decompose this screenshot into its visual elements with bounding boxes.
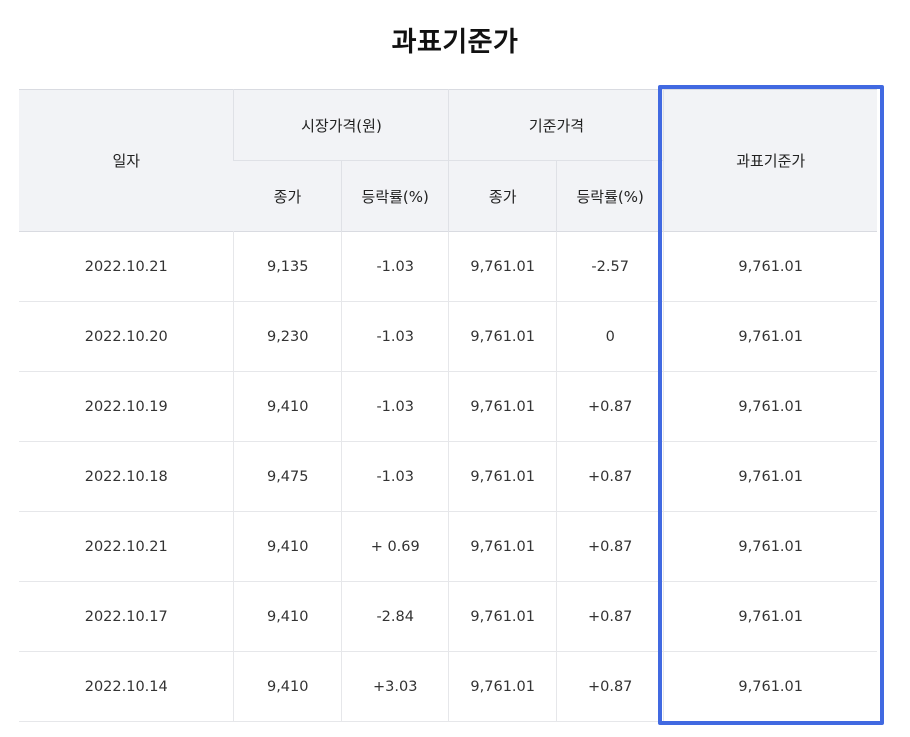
cell-base-close: 9,761.01 <box>448 651 557 722</box>
cell-market-change: -1.03 <box>340 231 449 302</box>
header-date: 일자 <box>19 89 234 232</box>
table-row: 2022.10.20 9,230 -1.03 9,761.01 0 9,761.01 <box>19 301 877 372</box>
cell-base-change: +0.87 <box>555 441 664 512</box>
cell-market-close: 9,410 <box>233 371 342 442</box>
cell-tax-base-price: 9,761.01 <box>663 511 877 582</box>
header-market-price-group: 시장가격(원) <box>233 89 449 161</box>
cell-market-change: -1.03 <box>340 371 449 442</box>
page-title: 과표기준가 <box>391 27 519 58</box>
table-row: 2022.10.19 9,410 -1.03 9,761.01 +0.87 9,761.0… <box>19 371 877 442</box>
cell-date: 2022.10.20 <box>19 301 234 372</box>
header-base-price-group: 기준가격 <box>448 89 664 161</box>
table-row: 2022.10.18 9,475 -1.03 9,761.01 +0.87 9,761.0… <box>19 441 877 512</box>
table-row: 2022.10.14 9,410 +3.03 9,761.01 +0.87 9,761.0… <box>19 651 877 722</box>
cell-base-change: 0 <box>555 301 664 372</box>
cell-base-close: 9,761.01 <box>448 441 557 512</box>
cell-date: 2022.10.17 <box>19 581 234 652</box>
cell-base-close: 9,761.01 <box>448 231 557 302</box>
table-row: 2022.10.21 9,410 + 0.69 9,761.01 +0.87 9,761.… <box>19 511 877 582</box>
cell-market-close: 9,410 <box>233 581 342 652</box>
header-base-close: 종가 <box>448 160 557 232</box>
cell-date: 2022.10.19 <box>19 371 234 442</box>
cell-base-close: 9,761.01 <box>448 301 557 372</box>
cell-market-close: 9,135 <box>233 231 342 302</box>
cell-tax-base-price: 9,761.01 <box>663 301 877 372</box>
cell-market-change: -2.84 <box>340 581 449 652</box>
cell-base-change: +0.87 <box>555 511 664 582</box>
cell-base-change: +0.87 <box>555 581 664 652</box>
cell-tax-base-price: 9,761.01 <box>663 231 877 302</box>
cell-date: 2022.10.18 <box>19 441 234 512</box>
cell-market-change: + 0.69 <box>340 511 449 582</box>
cell-date: 2022.10.14 <box>19 651 234 722</box>
header-base-change: 등락률(%) <box>555 160 664 232</box>
cell-base-change: +0.87 <box>555 371 664 442</box>
table-row: 2022.10.21 9,135 -1.03 9,761.01 -2.57 9,761.0… <box>19 231 877 302</box>
cell-base-change: -2.57 <box>555 231 664 302</box>
cell-tax-base-price: 9,761.01 <box>663 371 877 442</box>
cell-base-close: 9,761.01 <box>448 581 557 652</box>
cell-market-close: 9,410 <box>233 651 342 722</box>
cell-tax-base-price: 9,761.01 <box>663 441 877 512</box>
cell-market-close: 9,475 <box>233 441 342 512</box>
cell-market-change: -1.03 <box>340 301 449 372</box>
cell-market-change: +3.03 <box>340 651 449 722</box>
tax-base-price-table: 일자 시장가격(원) 기준가격 과표기준가 종가 등락률(%) 종가 등락률(%… <box>19 89 877 722</box>
cell-tax-base-price: 9,761.01 <box>663 581 877 652</box>
cell-base-close: 9,761.01 <box>448 371 557 442</box>
header-tax-base-price: 과표기준가 <box>663 89 877 232</box>
table-header: 일자 시장가격(원) 기준가격 과표기준가 종가 등락률(%) 종가 등락률(%… <box>19 89 877 232</box>
cell-market-close: 9,410 <box>233 511 342 582</box>
cell-date: 2022.10.21 <box>19 511 234 582</box>
cell-date: 2022.10.21 <box>19 231 234 302</box>
cell-tax-base-price: 9,761.01 <box>663 651 877 722</box>
header-market-close: 종가 <box>233 160 342 232</box>
header-market-change: 등락률(%) <box>340 160 449 232</box>
cell-market-close: 9,230 <box>233 301 342 372</box>
cell-base-close: 9,761.01 <box>448 511 557 582</box>
cell-market-change: -1.03 <box>340 441 449 512</box>
table-row: 2022.10.17 9,410 -2.84 9,761.01 +0.87 9,761.0… <box>19 581 877 652</box>
cell-base-change: +0.87 <box>555 651 664 722</box>
table-body: 2022.10.21 9,135 -1.03 9,761.01 -2.57 9,761.0… <box>19 231 877 722</box>
